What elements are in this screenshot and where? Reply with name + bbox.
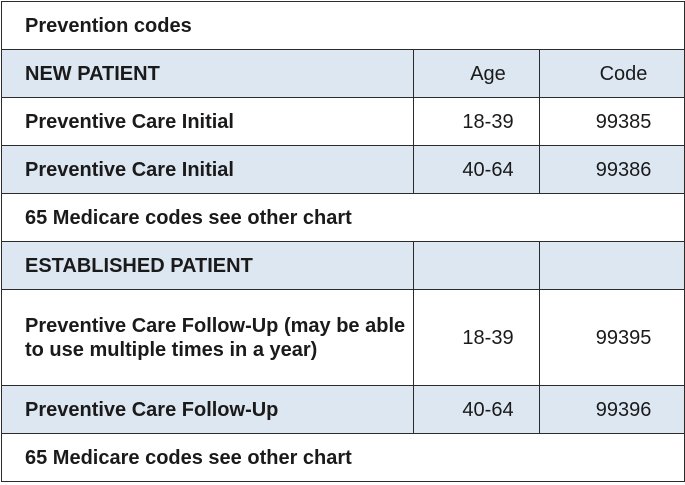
table-row: Preventive Care Initial 18-39 99385 <box>1 97 685 146</box>
age-cell: 18-39 <box>413 289 540 386</box>
established-patient-note-row: 65 Medicare codes see other chart <box>0 433 685 482</box>
medicare-note: 65 Medicare codes see other chart <box>0 193 685 242</box>
established-patient-heading: ESTABLISHED PATIENT <box>1 241 414 290</box>
table-row: Preventive Care Follow-Up (may be able t… <box>1 289 685 386</box>
code-cell: 99396 <box>538 385 685 434</box>
service-label: Preventive Care Initial <box>1 145 414 194</box>
code-cell: 99385 <box>538 97 685 146</box>
table-row: Preventive Care Follow-Up 40-64 99396 <box>1 385 685 434</box>
empty-header-cell <box>538 241 685 290</box>
code-cell: 99395 <box>538 289 685 386</box>
service-label: Preventive Care Follow-Up <box>1 385 414 434</box>
age-column-header: Age <box>413 49 540 98</box>
service-label: Preventive Care Follow-Up (may be able t… <box>1 289 414 386</box>
empty-header-cell <box>413 241 540 290</box>
table-title: Prevention codes <box>0 1 685 50</box>
age-cell: 40-64 <box>413 385 540 434</box>
age-cell: 18-39 <box>413 97 540 146</box>
table-row: Preventive Care Initial 40-64 99386 <box>1 145 685 194</box>
new-patient-heading: NEW PATIENT <box>1 49 414 98</box>
new-patient-header-row: NEW PATIENT Age Code <box>1 49 685 98</box>
code-cell: 99386 <box>538 145 685 194</box>
age-cell: 40-64 <box>413 145 540 194</box>
medicare-note: 65 Medicare codes see other chart <box>0 433 685 482</box>
code-column-header: Code <box>538 49 685 98</box>
established-patient-header-row: ESTABLISHED PATIENT <box>1 241 685 290</box>
new-patient-note-row: 65 Medicare codes see other chart <box>0 193 685 242</box>
title-row: Prevention codes <box>0 1 685 50</box>
service-label: Preventive Care Initial <box>1 97 414 146</box>
